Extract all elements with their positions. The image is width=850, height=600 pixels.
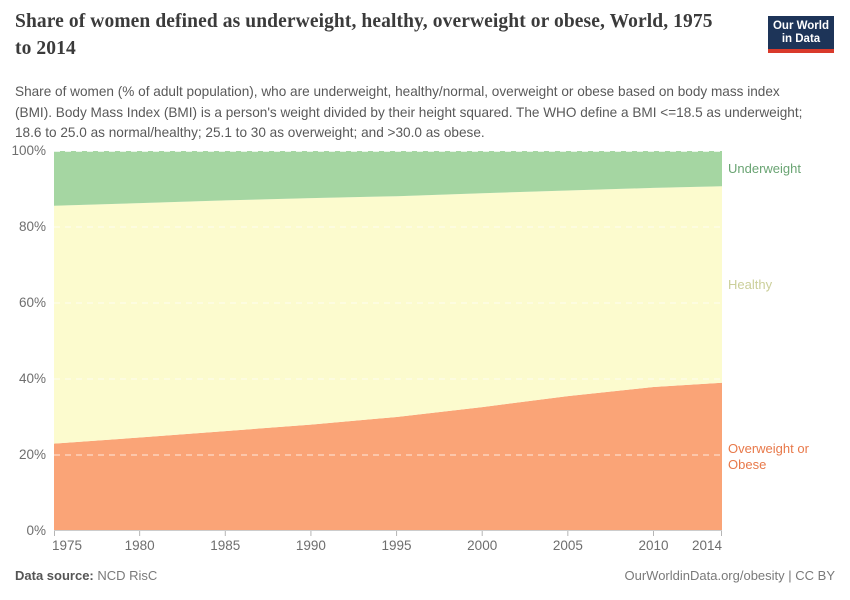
series-label-healthy: Healthy bbox=[728, 276, 773, 292]
x-tick-label: 1990 bbox=[295, 538, 326, 553]
page-title: Share of women defined as underweight, h… bbox=[15, 11, 713, 59]
license-link[interactable]: OurWorldinData.org/obesity | CC BY bbox=[624, 568, 836, 583]
area-overweight-or-obese bbox=[54, 382, 722, 531]
y-tick-label: 80% bbox=[18, 219, 46, 234]
x-tick-label: 2010 bbox=[638, 538, 669, 553]
x-tick-label: 1980 bbox=[124, 538, 155, 553]
y-tick-label: 0% bbox=[26, 523, 46, 538]
area-underweight bbox=[54, 151, 722, 206]
y-tick-label: 60% bbox=[18, 295, 46, 310]
logo-text-line1: Our World bbox=[772, 20, 829, 32]
series-label-overweight-or-obese: Overweight or Obese bbox=[728, 440, 809, 472]
y-tick-label: 20% bbox=[18, 447, 46, 462]
data-source-label: Data source: bbox=[15, 568, 94, 583]
x-tick-label: 2014 bbox=[691, 538, 722, 553]
y-tick-label: 40% bbox=[18, 371, 46, 386]
stacked-area-chart: 0% 20% 40% 60% 80% 100% 1975 1980 1985 1990 1995 2… bbox=[0, 140, 850, 565]
chart-subtitle: Share of women (% of adult population), … bbox=[15, 84, 803, 140]
x-tick-label: 2000 bbox=[467, 538, 498, 553]
owid-logo[interactable]: Our World in Data bbox=[768, 16, 834, 53]
chart-footer: Data source: NCD RisC OurWorldinData.org… bbox=[15, 568, 835, 583]
plot-area[interactable] bbox=[54, 151, 722, 538]
x-tick-label: 1995 bbox=[381, 538, 412, 553]
data-source-value: NCD RisC bbox=[97, 568, 158, 583]
data-source: Data source: NCD RisC bbox=[15, 568, 157, 583]
series-label-underweight: Underweight bbox=[728, 160, 801, 176]
y-tick-label: 100% bbox=[11, 143, 46, 158]
x-tick-label: 2005 bbox=[552, 538, 583, 553]
x-tick-label: 1985 bbox=[210, 538, 241, 553]
logo-text-line2: in Data bbox=[781, 33, 821, 45]
x-tick-label: 1975 bbox=[52, 538, 83, 553]
